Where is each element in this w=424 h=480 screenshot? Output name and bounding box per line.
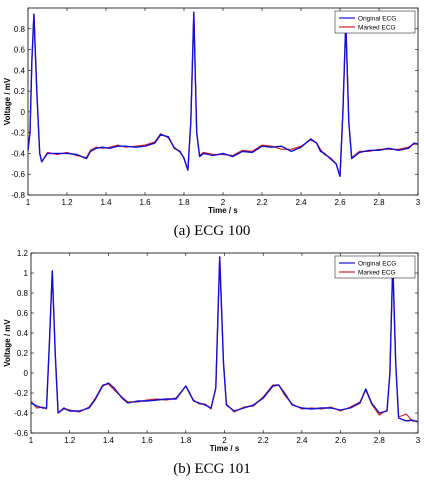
- y-tick-label: 0.2: [17, 349, 29, 358]
- x-axis-label: Time / s: [208, 206, 238, 215]
- x-tick-label: 1: [29, 436, 34, 445]
- y-tick-label: 0.8: [17, 289, 29, 298]
- figure-caption: (b) ECG 101: [173, 461, 251, 477]
- x-tick-label: 1.8: [178, 198, 190, 207]
- y-tick-label: -0.8: [11, 191, 25, 200]
- x-tick-label: 1.8: [180, 436, 192, 445]
- y-tick-label: 0.6: [14, 46, 26, 55]
- x-tick-label: 3: [416, 198, 421, 207]
- y-tick-label: 0: [24, 369, 29, 378]
- legend-label: Marked ECG: [358, 269, 396, 276]
- y-tick-label: 0.4: [17, 329, 29, 338]
- series-line-original: [30, 256, 419, 423]
- y-tick-label: -0.6: [11, 170, 25, 179]
- x-tick-label: 2.2: [258, 436, 270, 445]
- x-tick-label: 2.6: [335, 436, 347, 445]
- x-tick-label: 2.4: [296, 436, 308, 445]
- x-tick-label: 3: [416, 436, 421, 445]
- x-tick-label: 2.4: [295, 198, 307, 207]
- legend: Original ECG Marked ECG: [334, 255, 416, 279]
- x-tick-label: 2: [221, 198, 226, 207]
- x-tick-label: 2.8: [373, 198, 385, 207]
- x-axis-label: Time / s: [210, 444, 240, 453]
- x-tick-label: 1: [26, 198, 31, 207]
- x-tick-label: 1.2: [61, 198, 73, 207]
- y-tick-label: -0.2: [11, 129, 25, 138]
- chart-panel-1: 1 1.2 1.4 1.6 1.8 2 2.2 2.4 2.6 2.8 3 -0.8 -0.6 -0.4 -…: [3, 7, 421, 239]
- plot-frame: [27, 7, 419, 196]
- x-tick-label: 1.4: [103, 436, 115, 445]
- y-tick-label: 0: [21, 108, 26, 117]
- legend-label: Marked ECG: [358, 24, 396, 31]
- y-tick-label: -0.2: [14, 389, 28, 398]
- y-tick-label: 1: [24, 269, 29, 278]
- y-tick-label: 0.6: [17, 309, 29, 318]
- x-tick-label: 2.2: [256, 198, 268, 207]
- y-axis-label: Voltage / mV: [3, 77, 12, 125]
- y-tick-label: 0.2: [14, 87, 26, 96]
- y-tick-label: 0.8: [14, 25, 26, 34]
- x-tick-label: 1.4: [100, 198, 112, 207]
- x-tick-label: 2.6: [334, 198, 346, 207]
- legend-label: Original ECG: [358, 15, 396, 22]
- y-tick-label: 0.4: [14, 66, 26, 75]
- legend-label: Original ECG: [358, 260, 396, 267]
- legend: Original ECG Marked ECG: [334, 10, 416, 34]
- x-tick-label: 1.2: [64, 436, 76, 445]
- x-tick-label: 2: [222, 436, 227, 445]
- x-tick-label: 1.6: [142, 436, 154, 445]
- x-tick-label: 2.8: [374, 436, 386, 445]
- y-tick-label: -0.4: [11, 149, 25, 158]
- y-tick-label: -0.4: [14, 409, 28, 418]
- y-tick-label: 1.2: [17, 249, 29, 258]
- y-axis-label: Voltage / mV: [3, 319, 12, 367]
- chart-panel-2: 1 1.2 1.4 1.6 1.8 2 2.2 2.4 2.6 2.8 3 -0.6 -0.4 -0.2 0…: [3, 249, 421, 477]
- x-tick-label: 1.6: [139, 198, 151, 207]
- plot-frame: [30, 252, 419, 434]
- y-tick-label: -0.6: [14, 429, 28, 438]
- figure-caption: (a) ECG 100: [174, 223, 251, 239]
